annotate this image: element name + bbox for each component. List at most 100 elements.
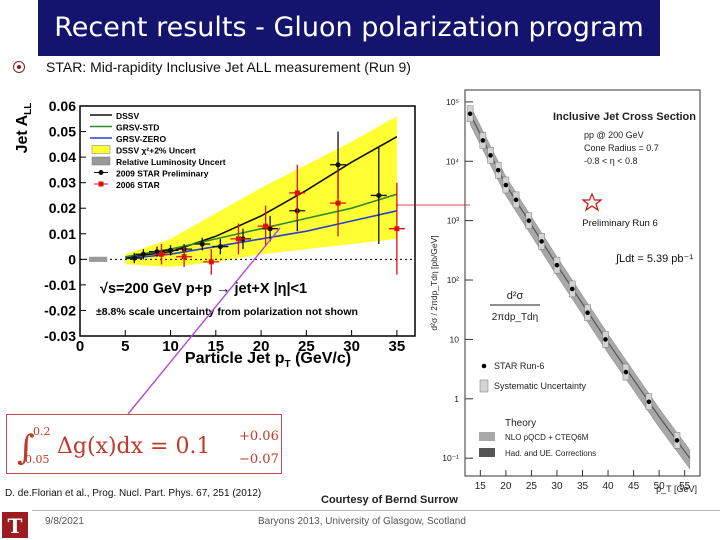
point-2006-star: [294, 190, 300, 196]
left-ytick-label: 0.05: [49, 124, 76, 140]
bullet-icon: [13, 61, 25, 73]
legend-swatch: [479, 448, 495, 457]
legend-label: Relative Luminosity Uncert: [116, 157, 226, 167]
left-xtick-label: 30: [343, 338, 360, 355]
right-xtick-label: 30: [551, 481, 563, 492]
left-xtick-label: 5: [121, 338, 129, 355]
right-ytick-label: 10⁴: [446, 156, 459, 166]
star-run6-point: [526, 218, 532, 223]
legend-swatch: [479, 432, 495, 441]
point-2006-star: [263, 223, 269, 229]
right-chart-info: pp @ 200 GeV: [584, 130, 644, 140]
point-2009-star-preliminary: [154, 249, 160, 255]
right-ytick-label: 1: [454, 394, 459, 404]
legend-swatch: [91, 145, 111, 154]
scale-uncertainty-note: ±8.8% scale uncertainty from polarizatio…: [96, 306, 358, 318]
point-2009-star-preliminary: [131, 255, 137, 261]
star-run6-point: [467, 111, 473, 117]
right-ytick-label: 10: [450, 334, 460, 344]
left-xtick-label: 20: [253, 338, 270, 355]
point-2009-star-preliminary: [199, 241, 205, 247]
star-run6-point: [623, 369, 629, 375]
left-xaxis-title-unit: (GeV/c): [291, 350, 351, 367]
point-2009-star-preliminary: [267, 226, 273, 232]
right-xtick-label: 40: [602, 481, 614, 492]
left-yaxis-title-sub: LL: [23, 103, 34, 115]
footer-divider: [32, 510, 720, 511]
legend-swatch: [91, 156, 111, 166]
legend-label: GRSV-ZERO: [116, 134, 166, 144]
left-ytick-label: -0.02: [44, 302, 76, 318]
star-run6-point: [503, 182, 509, 188]
left-ytick-label: 0.06: [49, 98, 76, 114]
university-logo: T: [2, 512, 28, 538]
slide-subtitle: STAR: Mid-rapidity Inclusive Jet ALL mea…: [46, 59, 411, 75]
star-run6-point: [488, 153, 493, 158]
star-run6-point: [674, 438, 680, 443]
equation-body: Δg(x)dx = 0.1: [57, 434, 210, 459]
right-xtick-label: 55: [679, 481, 691, 492]
right-legend-label: STAR Run-6: [494, 361, 544, 371]
star-run6-point: [603, 337, 608, 342]
legend-label: 2009 STAR Preliminary: [116, 169, 209, 179]
right-legend-label: NLO pQCD + CTEQ6M: [505, 433, 589, 442]
formula-numerator: d²σ: [507, 290, 524, 302]
right-xtick-label: 25: [526, 481, 538, 492]
integral-sign: ∫: [17, 428, 35, 468]
dssv-uncertainty-band: [125, 116, 397, 267]
left-xaxis-title-sub: T: [285, 359, 291, 370]
integral-upper: 0.2: [33, 425, 51, 438]
preliminary-mark: Preliminary Run 6: [582, 218, 658, 229]
right-ytick-label: 10⁻¹: [442, 453, 459, 463]
point-2006-star: [158, 251, 164, 257]
left-xtick-label: 15: [207, 338, 224, 355]
left-ytick-label: 0.03: [49, 175, 76, 191]
left-xtick-label: 25: [298, 338, 315, 355]
integral-lower: 0.05: [25, 453, 50, 466]
point-2006-star: [335, 200, 341, 206]
integrated-luminosity: ∫Ldt = 5.39 pb⁻¹: [615, 253, 693, 265]
right-ytick-label: 10²: [447, 275, 459, 285]
star-run6-point: [646, 399, 652, 405]
point-2009-star-preliminary: [376, 192, 382, 199]
theory-band: [469, 105, 691, 470]
left-xtick-label: 35: [389, 338, 406, 355]
connector-line: [127, 227, 281, 415]
legend-label: GRSV-STD: [116, 123, 159, 133]
right-legend-label: Had. and UE. Corrections: [505, 449, 596, 458]
legend-swatch: [98, 170, 104, 175]
right-legend-label: Theory: [505, 418, 536, 429]
star-run6-point: [554, 262, 560, 268]
legend-label: 2006 STAR: [116, 180, 160, 190]
collision-annotation: √s=200 GeV p+p → jet+X |η|<1: [100, 281, 307, 297]
legend-swatch: [98, 181, 104, 187]
right-yaxis-title: d²σ / 2πdp_Tdη [pb/GeV]: [429, 235, 439, 330]
legend-label: DSSV χ²+2% Uncert: [116, 146, 196, 156]
right-xtick-label: 50: [654, 481, 666, 492]
right-xtick-label: 15: [475, 481, 487, 492]
point-2009-star-preliminary: [140, 251, 146, 257]
right-xtick-label: 35: [577, 481, 589, 492]
star-logo-icon: [581, 192, 603, 212]
left-xtick-label: 10: [162, 338, 179, 355]
left-ytick-label: 0.02: [49, 200, 76, 216]
star-run6-point: [513, 197, 519, 203]
star-run6-point: [585, 310, 590, 315]
left-ytick-label: -0.01: [44, 277, 76, 293]
legend-label: DSSV: [116, 111, 139, 121]
left-plot-frame: [79, 105, 416, 337]
footer-text: Baryons 2013, University of Glasgow, Sco…: [258, 516, 466, 527]
title-bar: Recent results - Gluon polarization prog…: [38, 0, 660, 56]
slide-title: Recent results - Gluon polarization prog…: [54, 12, 644, 43]
right-chart-info: -0.8 < η < 0.8: [584, 156, 638, 166]
right-xaxis-title: p_T [GeV]: [656, 484, 697, 494]
left-xtick-label: 0: [76, 338, 84, 355]
equation-box: ∫ 0.2 0.05 Δg(x)dx = 0.1 +0.06 −0.07: [6, 414, 282, 474]
right-ytick-label: 10⁵: [446, 97, 459, 107]
left-xaxis-title: Particle Jet pT (GeV/c): [185, 350, 351, 370]
right-ytick-label: 10³: [447, 216, 459, 226]
left-ytick-label: 0.04: [49, 149, 76, 165]
equation-minus: −0.07: [239, 452, 279, 467]
star-run6-point: [495, 167, 501, 173]
